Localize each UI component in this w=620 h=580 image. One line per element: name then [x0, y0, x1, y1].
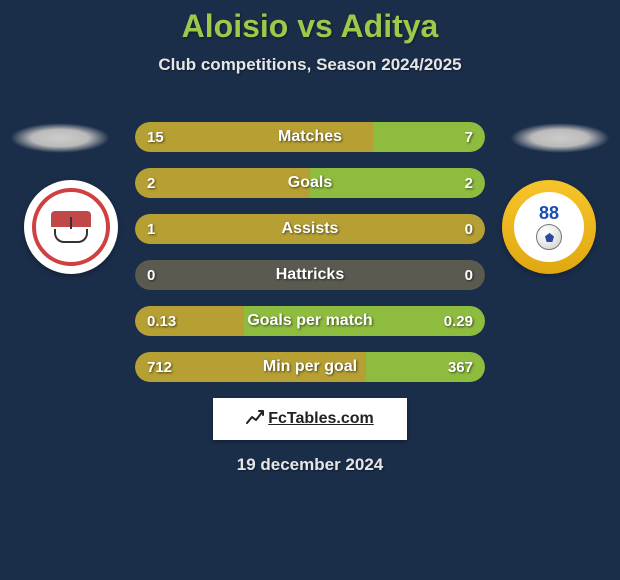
stat-segment-right: [244, 306, 486, 336]
brand-label: FcTables.com: [268, 410, 374, 428]
stat-segment-right: [366, 352, 485, 382]
stat-segment-right: [373, 122, 485, 152]
infographic-date: 19 december 2024: [0, 455, 620, 475]
stat-track: [135, 260, 485, 290]
stat-segment-left: [135, 352, 366, 382]
stat-track: [135, 306, 485, 336]
barito-putera-logo: 88: [502, 180, 596, 274]
stats-container: Matches157 Goals22 Assists10 Hattricks00 Goa…: [135, 122, 485, 398]
stat-row: Hattricks00: [135, 260, 485, 290]
stat-segment-left: [135, 306, 244, 336]
stat-row: Min per goal712367: [135, 352, 485, 382]
stat-track: [135, 168, 485, 198]
stat-segment-left: [135, 214, 485, 244]
player-shadow-left: [10, 123, 110, 153]
player-shadow-right: [510, 123, 610, 153]
stat-track: [135, 122, 485, 152]
stat-row: Assists10: [135, 214, 485, 244]
fctables-link[interactable]: FcTables.com: [213, 398, 407, 440]
stat-row: Matches157: [135, 122, 485, 152]
stat-segment-left: [135, 122, 373, 152]
stat-segment-right: [310, 168, 485, 198]
logo-number: 88: [539, 204, 559, 222]
stat-row: Goals22: [135, 168, 485, 198]
stat-track: [135, 352, 485, 382]
soccer-ball-icon: [536, 224, 562, 250]
stat-track: [135, 214, 485, 244]
logo-boat-icon: [54, 229, 88, 243]
subtitle: Club competitions, Season 2024/2025: [0, 55, 620, 75]
stat-segment-left: [135, 168, 310, 198]
stat-row: Goals per match0.130.29: [135, 306, 485, 336]
page-title: Aloisio vs Aditya: [0, 0, 620, 45]
chart-arrow-icon: [246, 409, 264, 430]
psm-makassar-logo: [24, 180, 118, 274]
